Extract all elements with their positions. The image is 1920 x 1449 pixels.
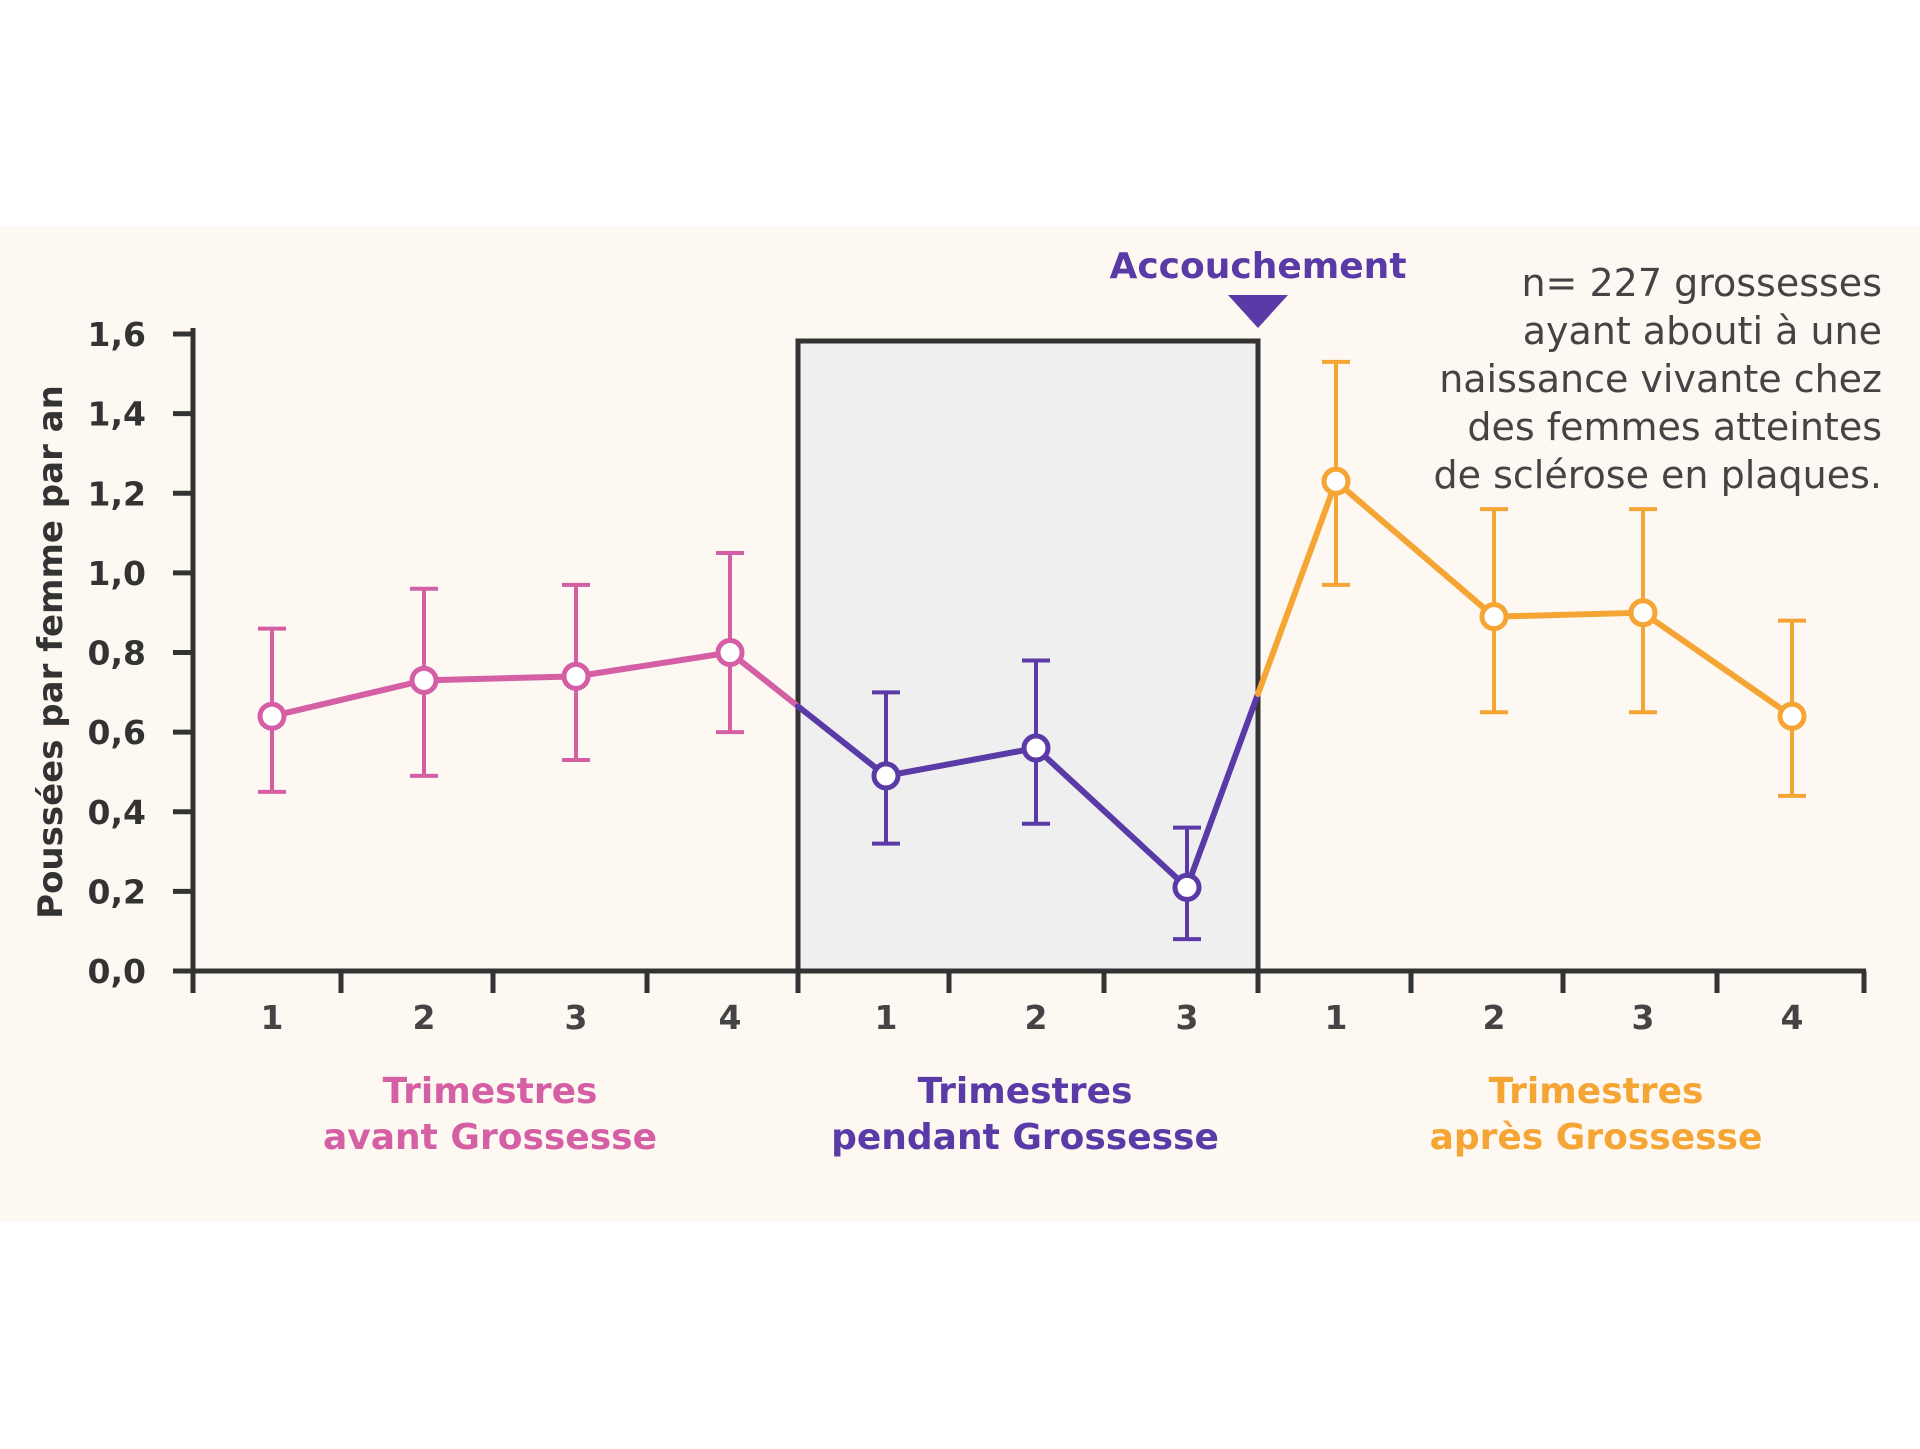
group-label: Trimestres (918, 1071, 1133, 1112)
x-tick-label: 2 (413, 998, 436, 1037)
y-tick-label: 0,6 (88, 713, 146, 752)
data-point (1172, 872, 1202, 902)
series-connector-line (1255, 478, 1339, 697)
data-point (1777, 701, 1807, 731)
x-tick-label: 4 (1781, 998, 1804, 1037)
x-tick-label: 3 (1632, 998, 1655, 1037)
group-label: Trimestres (1489, 1071, 1704, 1112)
y-tick-label: 1,0 (88, 554, 146, 593)
group-label: Trimestres (383, 1071, 598, 1112)
x-tick-label: 2 (1025, 998, 1048, 1037)
y-axis-label: Poussées par femme par an (31, 385, 71, 919)
x-tick-label: 3 (565, 998, 588, 1037)
data-point (871, 761, 901, 791)
line-chart: 0,0 0,2 0,4 0,6 0,8 1,0 1,2 1,4 1,6 Poussées par … (31, 246, 1882, 1158)
x-tick-label: 1 (1325, 998, 1348, 1037)
chart-panel: 0,0 0,2 0,4 0,6 0,8 1,0 1,2 1,4 1,6 Poussées par … (0, 226, 1920, 1222)
note-text-line: des femmes atteintes (1467, 405, 1882, 449)
x-tick-label: 1 (875, 998, 898, 1037)
x-tick-label: 3 (1176, 998, 1199, 1037)
x-tick-label: 1 (261, 998, 284, 1037)
series-connector-line (795, 703, 889, 779)
note-text-line: n= 227 grossesses (1521, 261, 1882, 305)
data-point (1321, 466, 1351, 496)
note-text-line: ayant abouti à une (1523, 309, 1882, 353)
delivery-annotation: Accouchement (1109, 246, 1406, 287)
x-tick-label: 2 (1483, 998, 1506, 1037)
data-point (715, 638, 745, 667)
group-label: après Grossesse (1430, 1117, 1763, 1158)
y-tick-label: 1,6 (88, 315, 146, 354)
data-point (1628, 598, 1658, 628)
note-text-line: naissance vivante chez (1439, 357, 1882, 401)
group-label: avant Grossesse (323, 1117, 657, 1158)
series-line (1334, 479, 1794, 719)
data-point (1021, 733, 1051, 763)
pregnancy-period-box (795, 338, 1261, 974)
data-point (409, 665, 439, 695)
y-tick-label: 1,4 (88, 395, 146, 434)
group-label: pendant Grossesse (831, 1117, 1219, 1158)
y-tick-label: 0,2 (88, 872, 146, 911)
x-tick-label: 4 (719, 998, 742, 1037)
series-connector-line (1184, 690, 1261, 891)
data-point (257, 701, 287, 731)
data-point (561, 661, 591, 691)
y-tick-label: 0,8 (88, 634, 146, 673)
series-line (271, 649, 731, 720)
y-tick-label: 1,2 (88, 474, 146, 513)
note-text-line: de sclérose en plaques. (1434, 453, 1882, 497)
data-point (1479, 602, 1509, 632)
y-tick-label: 0,0 (88, 952, 146, 991)
delivery-arrow-icon (1228, 295, 1288, 328)
y-tick-label: 0,4 (88, 793, 146, 832)
